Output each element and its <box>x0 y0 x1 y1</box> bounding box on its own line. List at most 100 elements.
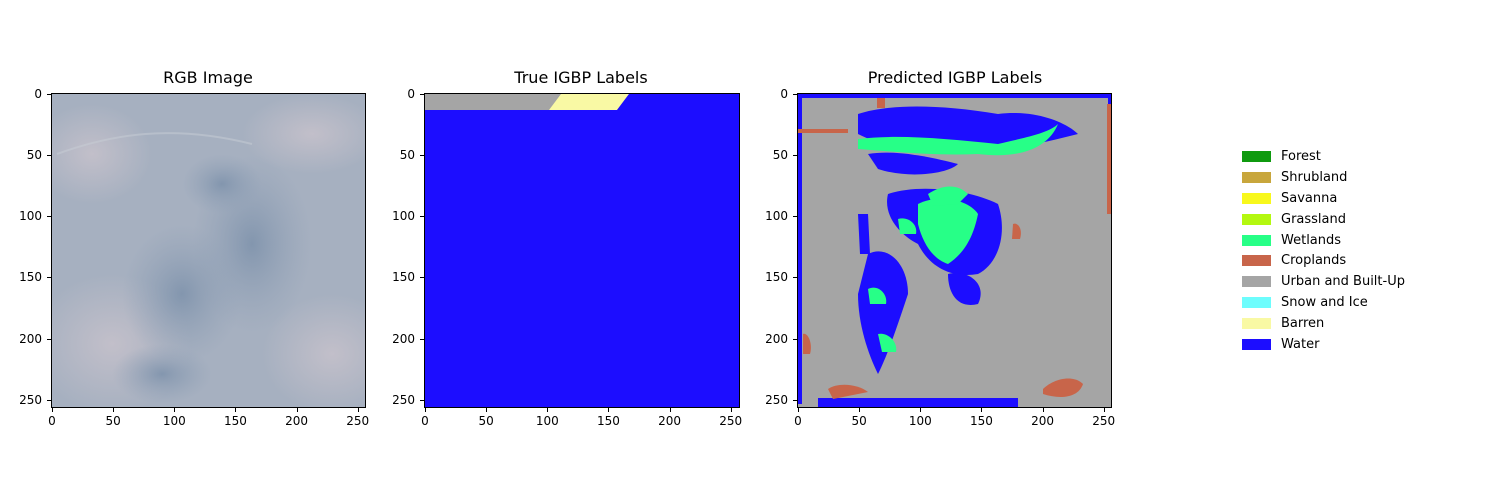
y-tick-mark <box>47 216 51 218</box>
x-tick-mark <box>113 408 115 412</box>
true-labels-graphic <box>425 94 739 407</box>
y-tick-mark <box>420 94 424 95</box>
y-tick-mark <box>793 338 797 340</box>
legend-item-wetlands: Wetlands <box>1242 230 1405 251</box>
x-tick-label: 100 <box>162 414 186 428</box>
y-tick-mark <box>47 399 51 401</box>
x-tick-mark <box>669 408 671 412</box>
panel-title-predicted: Predicted IGBP Labels <box>867 68 1043 87</box>
x-tick-label: 250 <box>719 414 743 428</box>
y-tick-mark <box>47 277 51 279</box>
y-tick-mark <box>793 94 797 95</box>
y-tick-mark <box>793 399 797 401</box>
y-tick-label: 100 <box>392 209 415 224</box>
legend-swatch <box>1242 338 1271 350</box>
legend-label: Croplands <box>1281 253 1347 269</box>
y-tick-label: 50 <box>26 148 42 163</box>
y-tick-mark <box>47 338 51 340</box>
legend-item-snow-ice: Snow and Ice <box>1242 292 1405 313</box>
x-tick-mark <box>608 408 610 412</box>
x-tick-label: 150 <box>969 414 993 428</box>
panel-title-true: True IGBP Labels <box>514 68 648 87</box>
x-tick-label: 150 <box>596 414 620 428</box>
panel-title-rgb: RGB Image <box>163 68 253 87</box>
y-tick-label: 200 <box>19 331 42 346</box>
legend-swatch <box>1242 213 1271 225</box>
rgb-image <box>51 93 366 408</box>
y-tick-mark <box>793 216 797 218</box>
legend-swatch <box>1242 171 1271 183</box>
x-tick-mark <box>425 408 426 412</box>
x-tick-mark <box>981 408 983 412</box>
x-tick-mark <box>547 408 549 412</box>
y-tick-label: 200 <box>392 331 415 346</box>
legend-item-savanna: Savanna <box>1242 188 1405 209</box>
legend-swatch <box>1242 234 1271 246</box>
y-tick-label: 50 <box>772 148 788 163</box>
rgb-image-graphic <box>52 94 365 407</box>
y-tick-mark <box>47 155 51 157</box>
legend-item-barren: Barren <box>1242 313 1405 334</box>
x-tick-mark <box>296 408 298 412</box>
predicted-labels-image <box>797 93 1112 408</box>
legend-label: Water <box>1281 336 1320 352</box>
y-tick-label: 250 <box>765 392 788 407</box>
y-tick-mark <box>420 155 424 157</box>
x-tick-mark <box>357 408 359 412</box>
x-tick-mark <box>235 408 237 412</box>
legend-swatch <box>1242 192 1271 204</box>
x-tick-label: 50 <box>478 414 494 428</box>
legend-item-water: Water <box>1242 334 1405 355</box>
y-tick-label: 0 <box>34 87 42 101</box>
legend-label: Urban and Built-Up <box>1281 274 1405 290</box>
x-tick-mark <box>798 408 799 412</box>
legend-swatch <box>1242 150 1271 162</box>
y-tick-label: 0 <box>407 87 415 101</box>
y-tick-label: 150 <box>392 270 415 285</box>
predicted-labels-graphic <box>798 94 1111 407</box>
legend-item-urban: Urban and Built-Up <box>1242 271 1405 292</box>
y-tick-label: 100 <box>765 209 788 224</box>
legend-swatch <box>1242 276 1271 288</box>
legend-item-shrubland: Shrubland <box>1242 167 1405 188</box>
y-tick-mark <box>420 399 424 401</box>
x-tick-mark <box>859 408 861 412</box>
x-tick-label: 100 <box>535 414 559 428</box>
x-tick-mark <box>486 408 488 412</box>
y-tick-mark <box>420 277 424 279</box>
y-tick-mark <box>420 216 424 218</box>
legend-label: Snow and Ice <box>1281 295 1368 311</box>
x-tick-label: 0 <box>48 414 56 428</box>
x-tick-mark <box>730 408 732 412</box>
y-tick-label: 150 <box>765 270 788 285</box>
x-tick-mark <box>1103 408 1105 412</box>
x-tick-label: 200 <box>285 414 308 428</box>
y-tick-label: 150 <box>19 270 42 285</box>
legend-swatch <box>1242 318 1271 330</box>
legend-label: Shrubland <box>1281 169 1348 185</box>
legend-label: Savanna <box>1281 190 1338 206</box>
legend-item-grassland: Grassland <box>1242 209 1405 230</box>
true-labels-image <box>424 93 740 408</box>
legend-item-forest: Forest <box>1242 146 1405 167</box>
x-tick-mark <box>1042 408 1044 412</box>
x-tick-mark <box>174 408 176 412</box>
legend-label: Barren <box>1281 316 1325 332</box>
y-tick-label: 50 <box>399 148 415 163</box>
y-tick-label: 250 <box>19 392 42 407</box>
legend-swatch <box>1242 297 1271 309</box>
y-tick-mark <box>793 155 797 157</box>
x-tick-label: 50 <box>851 414 867 428</box>
y-tick-mark <box>793 277 797 279</box>
legend-item-croplands: Croplands <box>1242 250 1405 271</box>
x-tick-label: 250 <box>1092 414 1116 428</box>
x-tick-label: 200 <box>1031 414 1054 428</box>
legend: Forest Shrubland Savanna Grassland Wetla… <box>1242 146 1405 355</box>
y-tick-label: 100 <box>19 209 42 224</box>
x-tick-mark <box>52 408 53 412</box>
legend-label: Wetlands <box>1281 232 1342 248</box>
legend-swatch <box>1242 255 1271 267</box>
y-tick-label: 250 <box>392 392 415 407</box>
y-tick-label: 0 <box>780 87 788 101</box>
x-tick-label: 100 <box>908 414 932 428</box>
